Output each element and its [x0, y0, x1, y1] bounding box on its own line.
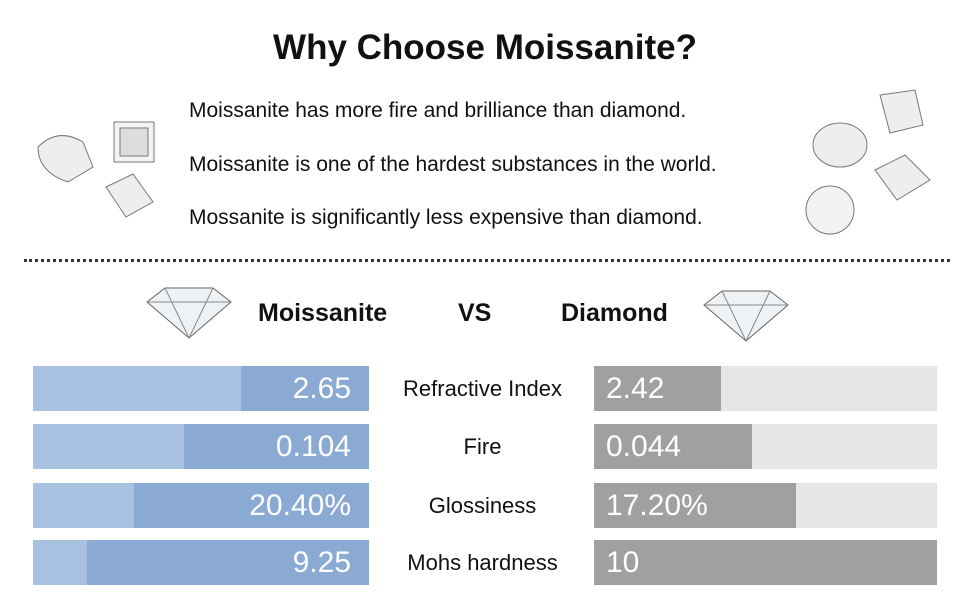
- diamond-bar: 2.42: [594, 366, 937, 411]
- moissanite-bar-fill: [86, 540, 369, 585]
- diamond-value: 10: [606, 546, 640, 579]
- diamond-bar: 10: [594, 540, 937, 585]
- diamond-value: 17.20%: [606, 489, 708, 522]
- diamond-bar-fill: [594, 483, 797, 528]
- metric-label: Refractive Index: [403, 376, 562, 401]
- moissanite-value: 2.65: [292, 372, 351, 405]
- moissanite-bar: 0.104: [33, 424, 369, 469]
- diamond-header: Diamond: [561, 299, 668, 327]
- moissanite-bar-fill: [133, 483, 369, 528]
- benefit-line-1: Moissanite has more fire and brilliance …: [189, 99, 687, 122]
- moissanite-value: 20.40%: [249, 489, 351, 522]
- moissanite-bar: 2.65: [33, 366, 369, 411]
- moissanite-value: 9.25: [292, 546, 351, 579]
- page-title: Why Choose Moissanite?: [273, 28, 697, 67]
- dotted-divider: [24, 259, 950, 262]
- moissanite-bar-fill: [241, 366, 369, 411]
- diamond-bar: 17.20%: [594, 483, 937, 528]
- moissanite-bar: 9.25: [33, 540, 369, 585]
- metric-label: Glossiness: [428, 493, 537, 518]
- gemstone-cluster-left-icon: [37, 121, 155, 218]
- metric-label: Fire: [463, 434, 502, 459]
- benefit-line-2: Moissanite is one of the hardest substan…: [189, 153, 717, 176]
- diamond-value: 2.42: [606, 372, 665, 405]
- moissanite-header: Moissanite: [258, 299, 388, 327]
- diamond-value: 0.044: [606, 430, 682, 463]
- vs-label: VS: [458, 299, 492, 327]
- benefit-line-3: Mossanite is significantly less expensiv…: [189, 206, 703, 229]
- moissanite-bar-fill: [184, 424, 369, 469]
- diamond-bar: 0.044: [594, 424, 937, 469]
- round-diamond-icon: [703, 290, 789, 343]
- moissanite-bar: 20.40%: [33, 483, 369, 528]
- gemstone-cluster-right-icon: [805, 89, 931, 235]
- diamond-bar-fill: [594, 366, 721, 411]
- round-diamond-icon: [146, 287, 232, 340]
- diamond-bar-fill: [594, 424, 752, 469]
- diamond-bar-fill: [594, 540, 937, 585]
- metric-label: Mohs hardness: [407, 550, 558, 575]
- moissanite-value: 0.104: [275, 430, 351, 463]
